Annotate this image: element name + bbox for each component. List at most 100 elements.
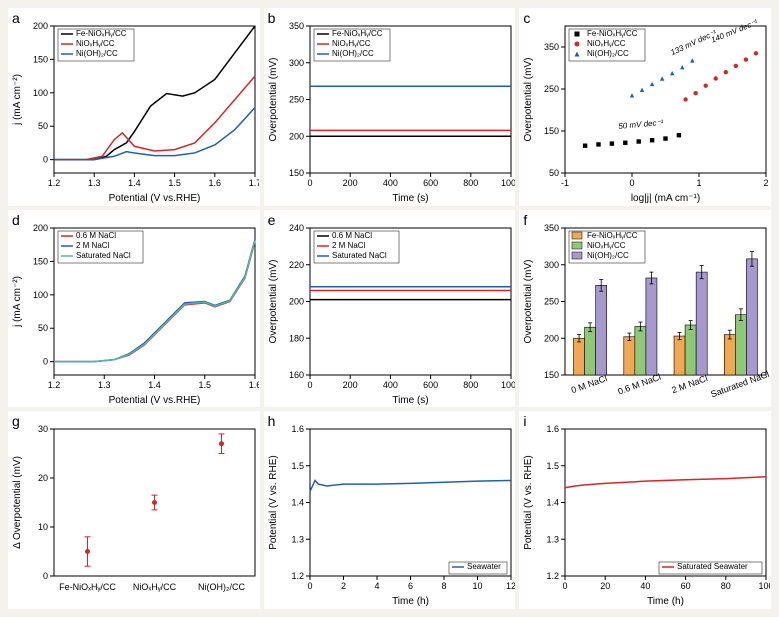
svg-text:Fe-NiOₓHᵧ/CC: Fe-NiOₓHᵧ/CC [76,29,127,38]
chart-f: 150200250300350Overpotential (mV)0 M NaC… [519,210,770,407]
svg-text:10: 10 [38,522,48,532]
svg-text:Ni(OH)₂/CC: Ni(OH)₂/CC [332,49,374,58]
svg-text:200: 200 [33,223,48,233]
svg-text:4: 4 [374,581,379,591]
svg-text:log|j| (mA cm⁻¹): log|j| (mA cm⁻¹) [631,193,700,204]
panel-label-a: a [12,10,20,26]
svg-text:Potential (V vs. RHE): Potential (V vs. RHE) [268,456,279,550]
svg-text:350: 350 [289,21,304,31]
svg-text:400: 400 [383,178,398,188]
svg-text:NiOₓHᵧ/CC: NiOₓHᵧ/CC [332,39,371,48]
chart-i: 0204060801001.21.31.41.51.6Time (h)Poten… [519,411,770,608]
svg-text:200: 200 [544,333,559,343]
svg-text:100: 100 [759,581,771,591]
svg-text:1.2: 1.2 [291,571,304,581]
svg-text:Overpotential (mV): Overpotential (mV) [523,259,534,343]
svg-text:Overpotential (mV): Overpotential (mV) [523,58,534,142]
svg-text:2 M NaCl: 2 M NaCl [332,241,366,250]
svg-text:0: 0 [43,155,48,165]
svg-text:Time (h): Time (h) [392,596,429,607]
svg-text:250: 250 [544,296,559,306]
svg-text:1.3: 1.3 [291,535,304,545]
chart-d: 1.21.31.41.51.6050100150200Potential (V … [8,210,259,407]
panel-a: a1.21.31.41.51.61.7050100150200Potential… [8,8,260,206]
svg-text:2 M NaCl: 2 M NaCl [671,373,710,395]
svg-text:j (mA cm⁻²): j (mA cm⁻²) [12,74,23,126]
svg-text:Seawater: Seawater [467,562,501,571]
svg-text:1.5: 1.5 [547,461,560,471]
svg-text:200: 200 [289,296,304,306]
svg-text:250: 250 [544,84,559,94]
svg-text:100: 100 [33,289,48,299]
panel-g: g0102030Δ Overpotential (mV)Fe-NiOₓHᵧ/CC… [8,411,260,609]
svg-text:1.4: 1.4 [128,178,141,188]
chart-g: 0102030Δ Overpotential (mV)Fe-NiOₓHᵧ/CCN… [8,411,259,608]
panel-label-g: g [12,413,20,429]
svg-text:150: 150 [33,54,48,64]
svg-text:Overpotential (mV): Overpotential (mV) [268,58,279,142]
svg-text:1.5: 1.5 [168,178,181,188]
svg-text:Fe-NiOₓHᵧ/CC: Fe-NiOₓHᵧ/CC [332,29,383,38]
svg-text:1.6: 1.6 [547,424,560,434]
svg-text:NiOₓHᵧ/CC: NiOₓHᵧ/CC [133,582,177,592]
svg-text:200: 200 [289,131,304,141]
chart-grid: a1.21.31.41.51.61.7050100150200Potential… [8,8,771,609]
svg-text:0: 0 [563,581,568,591]
svg-text:Ni(OH)₂/CC: Ni(OH)₂/CC [587,251,629,260]
svg-text:12: 12 [506,581,515,591]
svg-text:800: 800 [463,380,478,390]
panel-e: e02004006008001000160180200220240Time (s… [264,210,516,408]
svg-text:600: 600 [423,380,438,390]
svg-text:1.6: 1.6 [291,424,304,434]
svg-text:2: 2 [341,581,346,591]
svg-text:NiOₓHᵧ/CC: NiOₓHᵧ/CC [76,39,115,48]
svg-text:0: 0 [43,571,48,581]
svg-text:60: 60 [681,581,691,591]
panel-c: c-101250150250350log|j| (mA cm⁻¹)Overpot… [519,8,771,206]
svg-text:-1: -1 [561,178,569,188]
svg-text:140 mV dec⁻¹: 140 mV dec⁻¹ [710,18,760,45]
svg-text:150: 150 [289,168,304,178]
panel-label-f: f [523,212,527,228]
svg-text:2: 2 [764,178,769,188]
panel-f: f150200250300350Overpotential (mV)0 M Na… [519,210,771,408]
svg-text:50: 50 [38,323,48,333]
svg-text:200: 200 [33,21,48,31]
svg-text:220: 220 [289,259,304,269]
svg-text:350: 350 [544,223,559,233]
svg-text:600: 600 [423,178,438,188]
svg-text:1.4: 1.4 [547,498,560,508]
svg-text:Time (s): Time (s) [392,395,428,406]
svg-text:NiOₓHᵧ/CC: NiOₓHᵧ/CC [587,39,626,48]
panel-label-b: b [268,10,276,26]
svg-text:1.6: 1.6 [249,380,259,390]
panel-b: b02004006008001000150200250300350Time (s… [264,8,516,206]
svg-text:300: 300 [544,259,559,269]
svg-text:1.5: 1.5 [291,461,304,471]
svg-text:180: 180 [289,333,304,343]
svg-text:20: 20 [601,581,611,591]
chart-b: 02004006008001000150200250300350Time (s)… [264,8,515,205]
svg-text:Time (s): Time (s) [392,193,428,204]
svg-text:300: 300 [289,58,304,68]
svg-text:150: 150 [33,256,48,266]
svg-text:0.6 M NaCl: 0.6 M NaCl [76,231,116,240]
svg-text:350: 350 [544,42,559,52]
svg-text:0: 0 [307,380,312,390]
panel-h: h0246810121.21.31.41.51.6Time (h)Potenti… [264,411,516,609]
svg-text:Fe-NiOₓHᵧ/CC: Fe-NiOₓHᵧ/CC [587,29,638,38]
svg-text:2 M NaCl: 2 M NaCl [76,241,110,250]
svg-text:1.6: 1.6 [209,178,222,188]
svg-text:20: 20 [38,473,48,483]
svg-text:Overpotential (mV): Overpotential (mV) [268,259,279,343]
svg-text:1000: 1000 [501,178,515,188]
chart-h: 0246810121.21.31.41.51.6Time (h)Potentia… [264,411,515,608]
svg-text:Δ Overpotential (mV): Δ Overpotential (mV) [12,456,23,549]
svg-text:1.2: 1.2 [48,380,61,390]
svg-text:50: 50 [38,121,48,131]
svg-text:40: 40 [641,581,651,591]
svg-text:800: 800 [463,178,478,188]
panel-d: d1.21.31.41.51.6050100150200Potential (V… [8,210,260,408]
svg-text:30: 30 [38,424,48,434]
chart-e: 02004006008001000160180200220240Time (s)… [264,210,515,407]
